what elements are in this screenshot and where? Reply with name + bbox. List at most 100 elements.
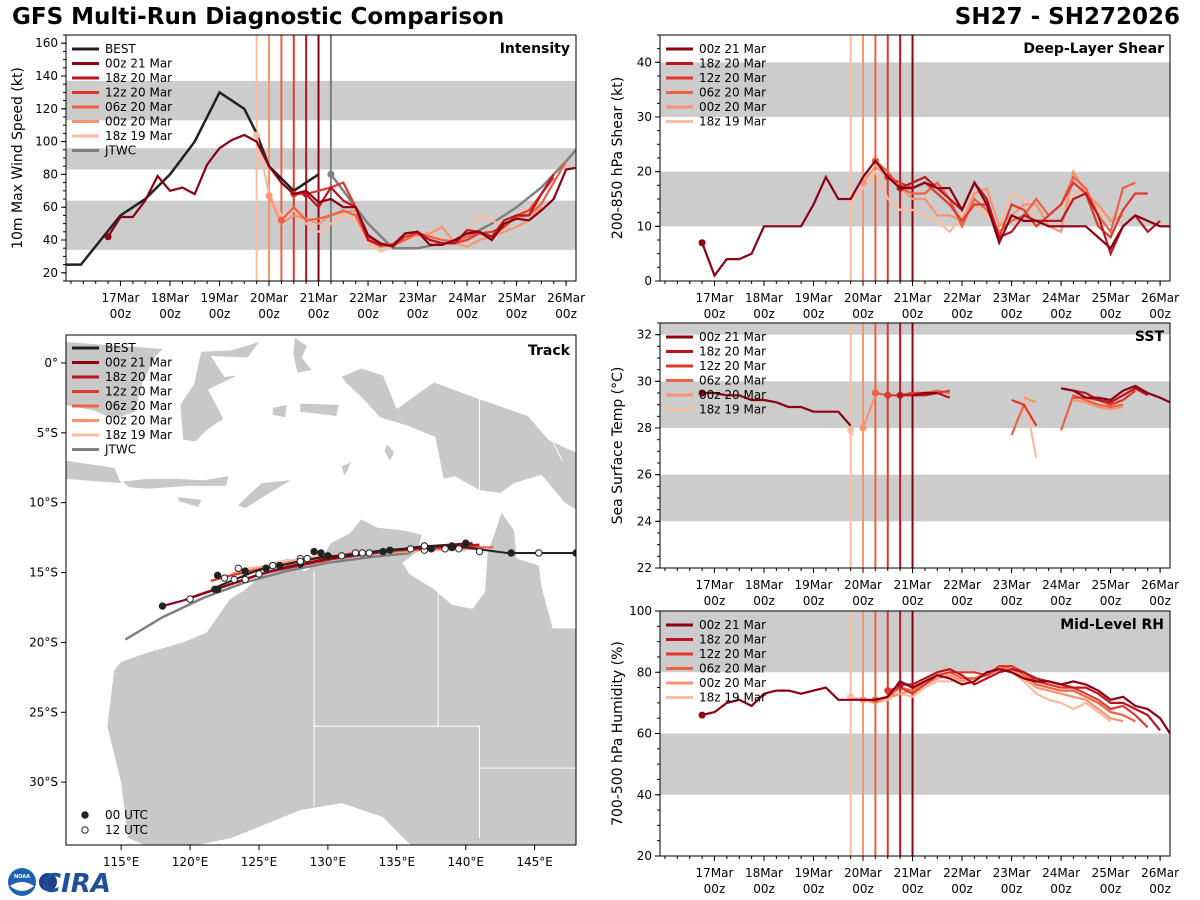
x-tick-label: 21Mar (894, 578, 932, 592)
legend-label: 00z 20 Mar (699, 388, 766, 402)
legend-label: 00z 21 Mar (699, 330, 766, 344)
x-tick-hour: 00z (1050, 882, 1072, 896)
x-tick-label: 20Mar (844, 866, 882, 880)
best-track-marker (475, 547, 484, 556)
x-tick-hour: 00z (753, 307, 775, 321)
y-tick-label: 100 (35, 135, 58, 149)
x-tick-label: 135°E (379, 855, 416, 869)
series-start-point (698, 711, 706, 719)
y-tick-label: 10 (637, 219, 652, 233)
series-line (1023, 396, 1037, 404)
best-track-marker (211, 585, 219, 594)
land-seram (300, 403, 339, 416)
x-tick-label: 22Mar (943, 866, 981, 880)
x-tick-label: 19Mar (795, 578, 833, 592)
series-start-point (847, 693, 855, 701)
series-start-point (698, 239, 706, 247)
legend-label: 18z 20 Mar (699, 633, 766, 647)
x-tick-hour: 00z (1149, 594, 1171, 608)
panel-sst: 22 24 26 28 30 32 17Mar 00z 18Mar 00z 19Mar 00z 20Ma… (610, 322, 1179, 608)
y-tick-label: 140 (35, 69, 58, 83)
legend-label: 00z 20 Mar (699, 676, 766, 690)
y-tick-label: 20 (43, 266, 58, 280)
best-track-line (66, 90, 320, 266)
x-tick-label: 22Mar (943, 578, 981, 592)
x-tick-label: 22Mar (943, 291, 981, 305)
legend-label: 06z 20 Mar (699, 86, 766, 100)
x-tick-hour: 00z (753, 882, 775, 896)
y-tick-label: 60 (43, 200, 58, 214)
legend-label: 00z 21 Mar (105, 57, 172, 71)
series-line (1060, 384, 1170, 404)
legend-label: 00z 20 Mar (105, 115, 172, 129)
best-track-marker (230, 575, 238, 584)
y-tick-label: 15°S (29, 566, 58, 580)
best-track-marker (324, 552, 332, 560)
legend-label: 12z 20 Mar (105, 86, 172, 100)
x-tick-label: 17Mar (102, 291, 140, 305)
track-marker (351, 549, 360, 557)
series-line (912, 391, 938, 397)
track-marker (441, 545, 449, 553)
series-start-point (847, 426, 855, 434)
x-tick-label: 23Mar (993, 866, 1031, 880)
x-tick-label: 23Mar (993, 578, 1031, 592)
marker-legend-symbol (81, 826, 89, 834)
best-track-marker (262, 564, 270, 573)
x-tick-hour: 00z (1001, 882, 1023, 896)
x-tick-label: 18Mar (745, 578, 783, 592)
best-track-marker (507, 549, 515, 557)
y-tick-label: 80 (637, 665, 652, 679)
legend-label: 18z 19 Mar (699, 691, 766, 705)
x-tick-hour: 00z (357, 307, 379, 321)
x-tick-label: 23Mar (399, 291, 437, 305)
series-line (702, 391, 852, 427)
land-sulawesi (180, 342, 259, 442)
series-start-point (884, 391, 892, 399)
series-start-point (884, 687, 892, 695)
best-track-marker (296, 557, 305, 566)
x-tick-hour: 00z (852, 594, 874, 608)
track-marker (234, 564, 242, 573)
best-track-marker (535, 549, 543, 557)
legend-label: 12z 20 Mar (699, 359, 766, 373)
x-tick-hour: 00z (852, 882, 874, 896)
x-tick-hour: 00z (902, 594, 924, 608)
x-tick-label: 140°E (447, 855, 484, 869)
series-line (701, 668, 1170, 735)
threshold-band (660, 62, 1170, 117)
x-tick-label: 21Mar (894, 291, 932, 305)
panel-title: Intensity (500, 41, 570, 57)
threshold-band (660, 611, 1170, 673)
x-tick-label: 24Mar (448, 291, 486, 305)
y-tick-label: 20 (637, 849, 652, 863)
cira-logo: NOAA CIRA (8, 868, 111, 898)
x-tick-label: 25Mar (498, 291, 536, 305)
x-tick-hour: 00z (456, 307, 478, 321)
x-tick-label: 23Mar (993, 291, 1031, 305)
panel-track: 115°E 120°E 125°E 130°E 135°E 140°E 145°E 0° 5°S… (29, 334, 577, 869)
series-line (1022, 392, 1038, 459)
y-tick-label: 0° (44, 356, 58, 370)
track-marker (406, 545, 415, 553)
x-tick-label: 17Mar (696, 291, 734, 305)
x-tick-label: 18Mar (745, 291, 783, 305)
x-tick-hour: 00z (852, 307, 874, 321)
x-tick-hour: 00z (803, 882, 825, 896)
y-tick-label: 40 (43, 233, 58, 247)
marker-legend-label: 00 UTC (105, 808, 148, 822)
plot-frame (659, 322, 1171, 569)
x-tick-label: 20Mar (844, 291, 882, 305)
x-tick-label: 19Mar (795, 866, 833, 880)
legend-label: 06z 20 Mar (105, 399, 172, 413)
x-tick-hour: 00z (1050, 307, 1072, 321)
y-tick-label: 120 (35, 102, 58, 116)
series-start-point (698, 389, 706, 397)
legend-label: 18z 20 Mar (699, 345, 766, 359)
series-line (1011, 398, 1038, 427)
track-marker (337, 552, 346, 560)
x-tick-label: 26Mar (1141, 291, 1179, 305)
x-tick-label: 24Mar (1042, 291, 1080, 305)
best-track-marker (420, 542, 429, 550)
x-tick-hour: 00z (951, 307, 973, 321)
